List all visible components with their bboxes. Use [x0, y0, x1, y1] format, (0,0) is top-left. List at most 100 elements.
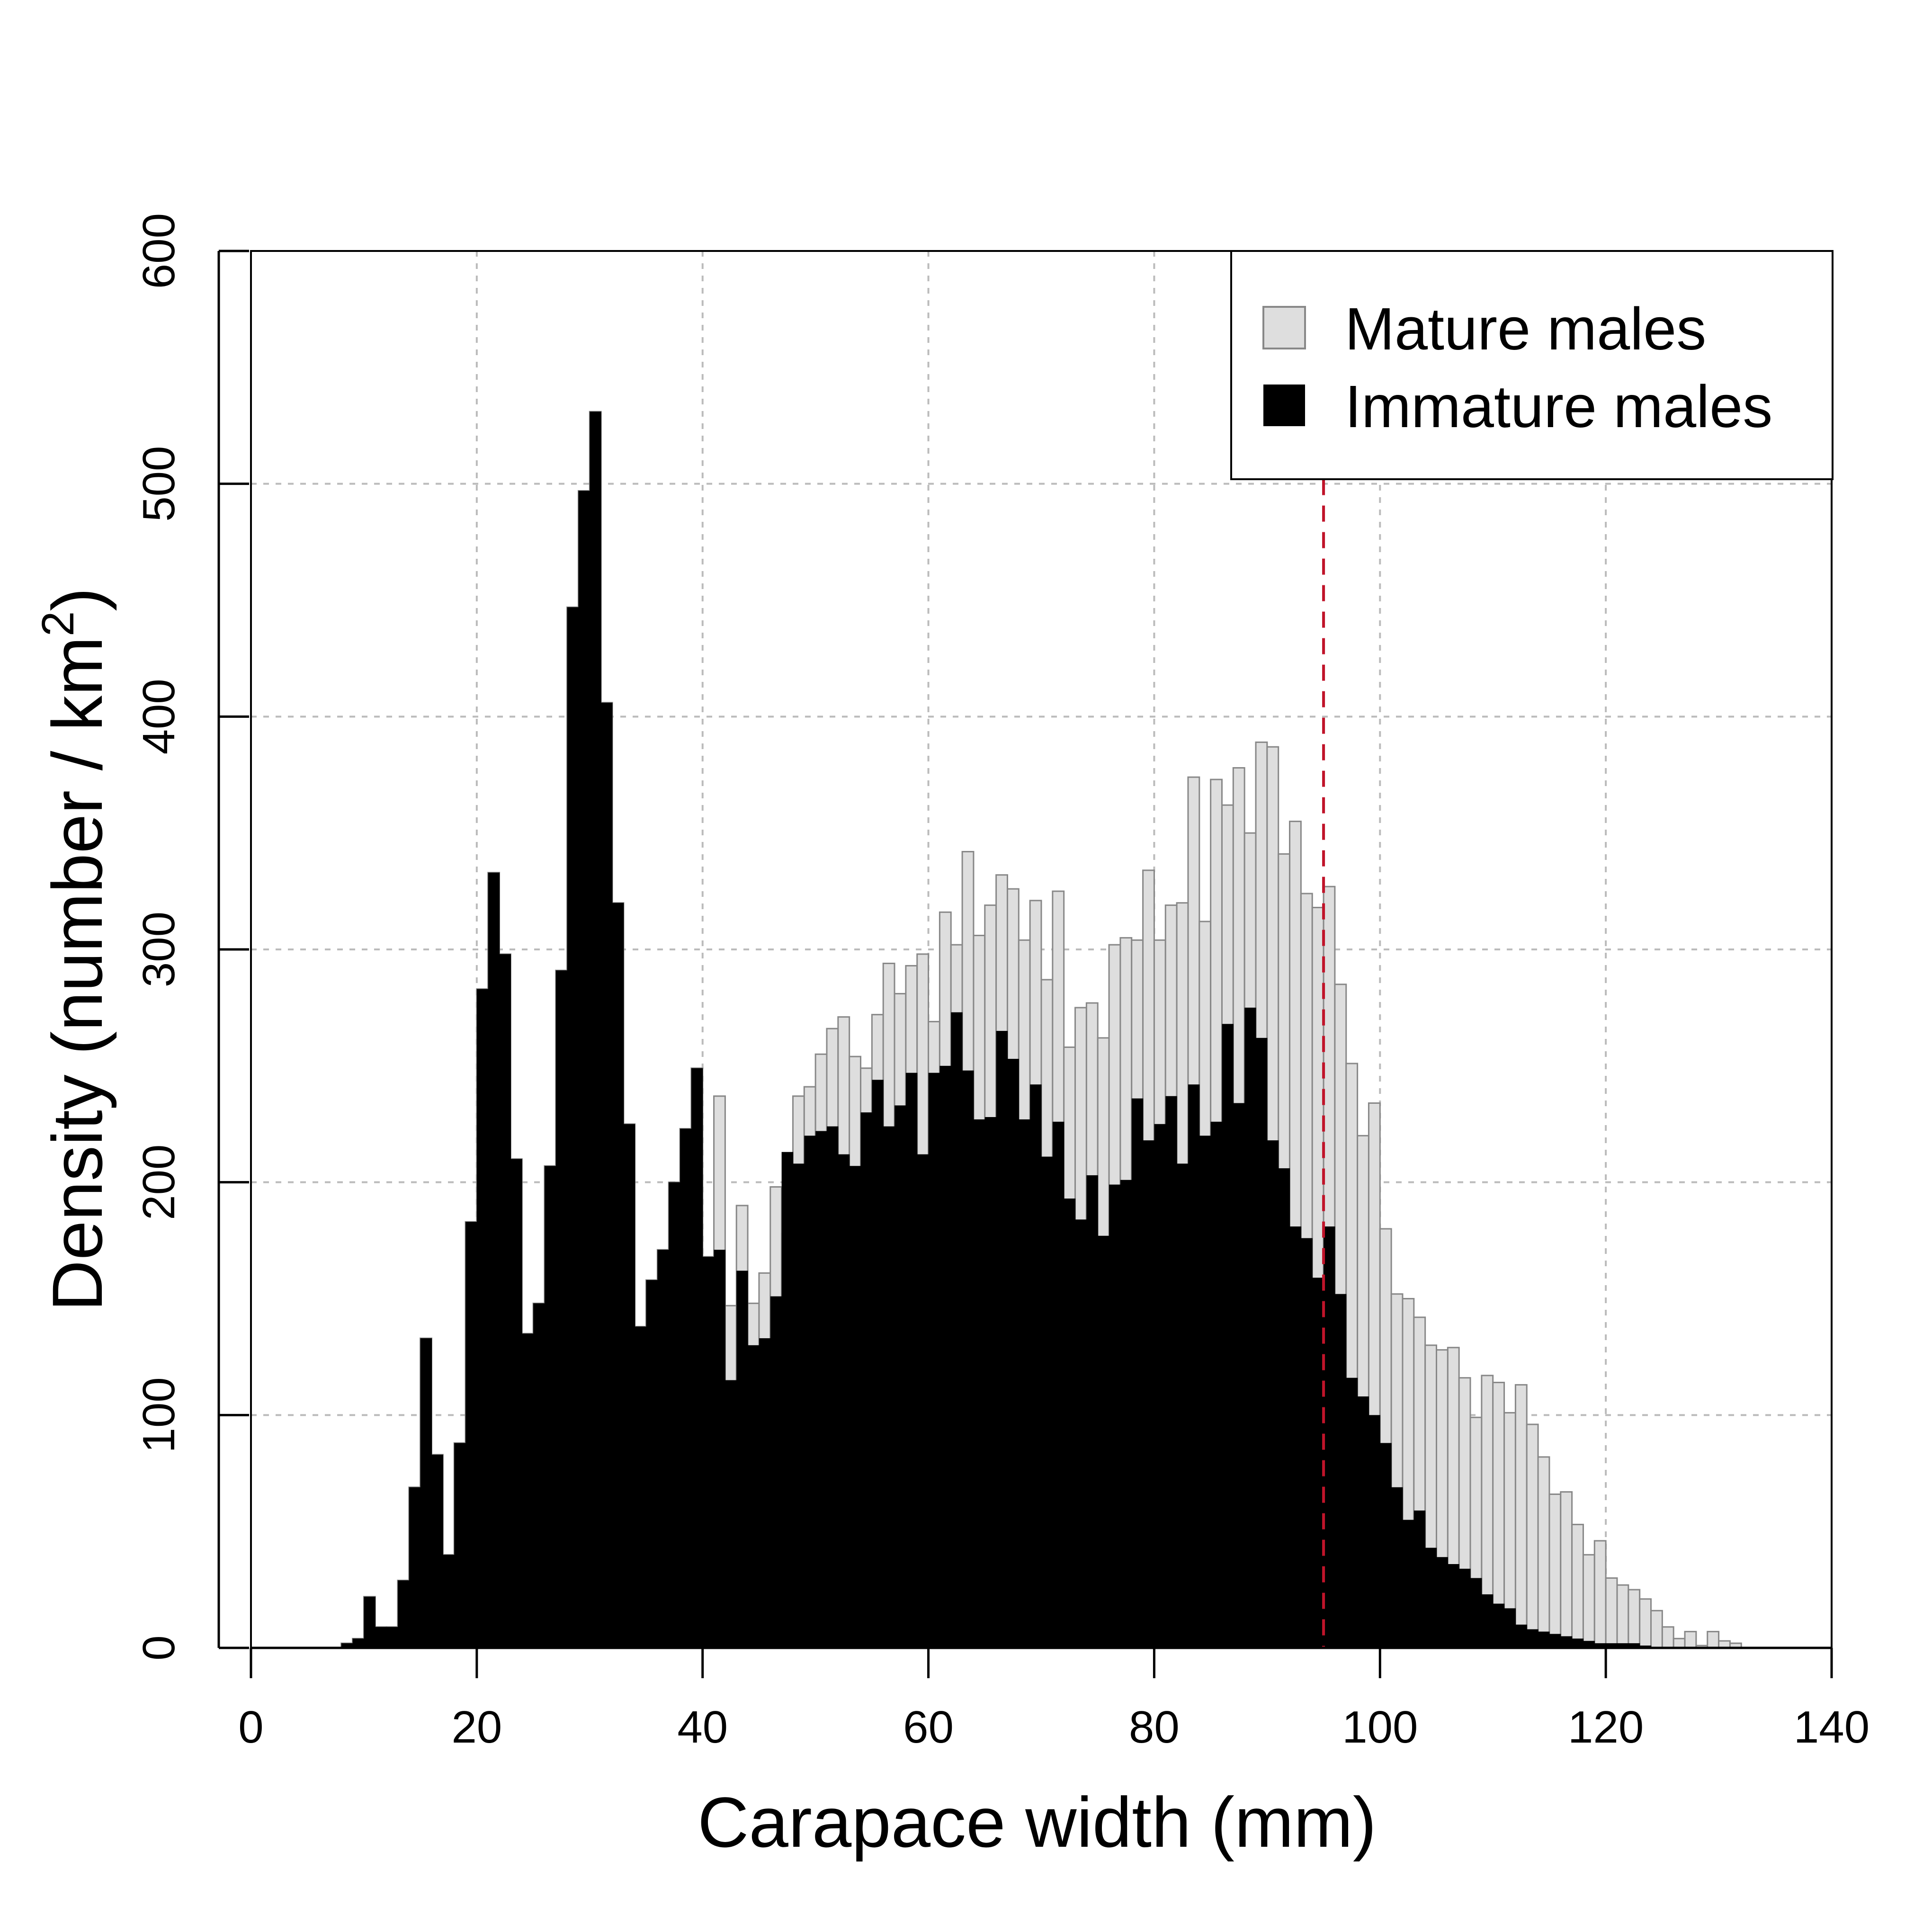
- x-tick-label: 120: [1568, 1702, 1644, 1753]
- bar-immature: [1289, 1226, 1301, 1648]
- bar-immature: [804, 1136, 816, 1648]
- bar-immature: [375, 1627, 387, 1648]
- bar-immature: [1086, 1175, 1098, 1648]
- bar-immature: [1278, 1168, 1290, 1648]
- bar-immature: [465, 1222, 477, 1648]
- bar-immature: [973, 1119, 985, 1648]
- legend: Mature males Immature males: [1230, 250, 1834, 480]
- bar-immature: [714, 1250, 725, 1648]
- bar-mature: [1548, 1494, 1562, 1649]
- x-tick-label: 140: [1794, 1702, 1869, 1753]
- y-axis-title-close: ): [37, 588, 117, 611]
- bar-immature: [1165, 1096, 1177, 1648]
- bar-immature: [1527, 1629, 1538, 1648]
- bar-mature: [1661, 1626, 1674, 1649]
- bar-immature: [1402, 1520, 1414, 1648]
- y-tick-label: 200: [134, 1145, 184, 1220]
- bar-immature: [872, 1080, 884, 1648]
- bar-immature: [1041, 1156, 1053, 1648]
- x-tick-label: 60: [903, 1702, 954, 1753]
- bar-immature: [1606, 1643, 1618, 1648]
- y-tick-label: 0: [134, 1635, 184, 1660]
- bar-immature: [397, 1580, 410, 1648]
- bar-immature: [1470, 1578, 1482, 1648]
- bar-immature: [1098, 1235, 1109, 1648]
- y-axis-title-main: Density (number / km: [37, 636, 117, 1311]
- bar-immature: [928, 1073, 940, 1648]
- bar-immature: [1324, 1226, 1335, 1648]
- bar-immature: [476, 989, 489, 1648]
- bar-immature: [1459, 1568, 1471, 1648]
- bar-mature: [1707, 1631, 1720, 1649]
- bar-immature: [1312, 1278, 1324, 1648]
- bar-immature: [1436, 1557, 1448, 1648]
- bar-immature: [939, 1065, 951, 1648]
- bar-immature: [1233, 1103, 1245, 1648]
- legend-label-mature: Mature males: [1345, 295, 1706, 362]
- bar-immature: [488, 872, 500, 1648]
- bar-immature: [544, 1166, 556, 1648]
- x-axis: 0 20 40 60 80 100 120 140: [238, 1646, 1869, 1753]
- bar-immature: [409, 1487, 421, 1648]
- bar-immature: [996, 1031, 1008, 1648]
- bar-immature: [849, 1166, 861, 1648]
- bar-mature: [1593, 1540, 1607, 1649]
- y-tick-label: 400: [134, 679, 184, 754]
- bar-immature: [826, 1126, 839, 1648]
- bar-immature: [1515, 1624, 1527, 1648]
- x-tick-label: 80: [1129, 1702, 1180, 1753]
- bar-immature: [510, 1159, 522, 1648]
- bar-immature: [691, 1068, 703, 1648]
- bar-immature: [1267, 1140, 1279, 1648]
- bar-immature: [635, 1326, 647, 1648]
- y-axis-title-superscript: 2: [33, 611, 83, 636]
- bar-immature: [431, 1454, 443, 1648]
- bar-immature: [1493, 1603, 1505, 1648]
- legend-box: [1230, 250, 1834, 480]
- bar-immature: [1594, 1643, 1606, 1648]
- bar-immature: [1256, 1038, 1268, 1648]
- bar-immature: [1143, 1140, 1155, 1648]
- bar-immature: [1222, 1024, 1234, 1648]
- bar-immature: [883, 1126, 895, 1648]
- bar-immature: [601, 702, 613, 1648]
- bar-immature: [1334, 1294, 1347, 1648]
- bar-mature: [1616, 1584, 1629, 1649]
- bar-immature: [1538, 1631, 1550, 1648]
- bar-immature: [962, 1070, 974, 1648]
- bar-immature: [341, 1643, 353, 1648]
- bar-immature: [352, 1638, 365, 1648]
- bar-immature: [454, 1443, 466, 1648]
- legend-label-immature: Immature males: [1345, 373, 1772, 440]
- bar-immature: [1188, 1084, 1200, 1648]
- bar-immature: [1075, 1219, 1087, 1648]
- bar-immature: [1391, 1487, 1403, 1648]
- bar-immature: [1007, 1059, 1019, 1648]
- bar-mature: [1605, 1577, 1618, 1649]
- bar-immature: [1357, 1396, 1369, 1648]
- bar-immature: [1617, 1643, 1629, 1648]
- bar-immature: [1154, 1124, 1166, 1648]
- y-axis: 0 100 200 300 400 500 600: [134, 213, 249, 1661]
- bar-immature: [420, 1338, 432, 1648]
- bar-immature: [1628, 1643, 1640, 1648]
- bar-immature: [1064, 1199, 1076, 1648]
- bar-immature: [1019, 1119, 1030, 1648]
- bar-immature: [951, 1012, 963, 1648]
- bar-immature: [1210, 1121, 1223, 1648]
- bar-immature: [770, 1296, 782, 1648]
- bar-immature: [1448, 1564, 1459, 1648]
- bar-mature: [1537, 1456, 1550, 1649]
- bar-immature: [838, 1154, 850, 1648]
- bar-immature: [748, 1345, 760, 1648]
- bar-mature: [1650, 1610, 1663, 1649]
- bar-immature: [364, 1596, 376, 1648]
- bar-immature: [612, 903, 624, 1648]
- bar-immature: [860, 1112, 872, 1648]
- bar-immature: [905, 1073, 918, 1648]
- bar-immature: [1131, 1098, 1144, 1648]
- bar-mature: [1684, 1631, 1697, 1649]
- x-tick-label: 40: [677, 1702, 728, 1753]
- y-tick-label: 300: [134, 912, 184, 987]
